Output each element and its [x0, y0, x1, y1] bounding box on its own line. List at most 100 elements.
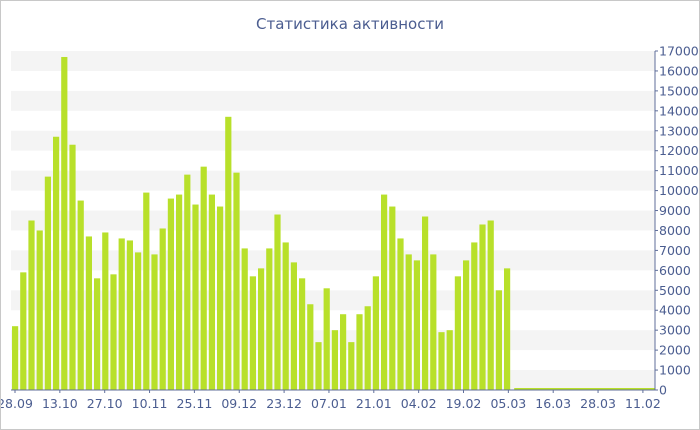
bar — [405, 254, 412, 390]
bar — [430, 254, 437, 390]
bar — [331, 330, 338, 390]
bar — [44, 176, 51, 390]
bar — [159, 228, 166, 390]
y-tick-label: 5000 — [659, 283, 691, 298]
bar — [249, 276, 256, 390]
bar — [28, 220, 35, 390]
bar — [176, 194, 183, 390]
bar — [307, 304, 314, 390]
bar — [233, 172, 240, 390]
grid-band — [11, 210, 655, 231]
bar — [126, 240, 133, 390]
bar — [102, 232, 109, 390]
bar — [495, 290, 502, 390]
grid-band — [11, 130, 655, 151]
bar — [12, 326, 19, 390]
bar — [438, 332, 445, 390]
y-tick-label: 11000 — [659, 163, 699, 178]
bar — [192, 204, 199, 390]
bar — [323, 288, 330, 390]
y-tick-label: 17000 — [659, 44, 699, 59]
bar — [471, 242, 478, 390]
y-tick-label: 12000 — [659, 143, 699, 158]
baseline-strip — [514, 388, 655, 390]
y-tick-label: 13000 — [659, 123, 699, 138]
bar — [454, 276, 461, 390]
bar — [241, 248, 248, 390]
y-tick-label: 15000 — [659, 83, 699, 98]
bar — [143, 192, 150, 390]
x-tick-label: 09.12 — [221, 396, 257, 411]
y-tick-label: 9000 — [659, 203, 691, 218]
x-tick-label: 21.01 — [356, 396, 392, 411]
bar — [69, 144, 76, 390]
x-tick-label: 23.12 — [266, 396, 302, 411]
bar — [200, 166, 207, 390]
bar — [118, 238, 125, 390]
bar — [381, 194, 388, 390]
y-tick-label: 7000 — [659, 243, 691, 258]
y-tick-label: 14000 — [659, 103, 699, 118]
bar — [225, 116, 232, 391]
y-tick-label: 16000 — [659, 63, 699, 78]
bar — [53, 136, 60, 390]
y-tick-label: 2000 — [659, 343, 691, 358]
bar — [94, 278, 101, 390]
bar — [413, 260, 420, 390]
bar — [36, 230, 43, 390]
x-tick-label: 10.11 — [132, 396, 168, 411]
bar — [208, 194, 215, 390]
bar — [217, 206, 224, 390]
bar — [266, 248, 273, 390]
x-tick-label: 19.02 — [446, 396, 482, 411]
bar — [299, 278, 306, 390]
y-tick-label: 4000 — [659, 303, 691, 318]
bar — [290, 262, 297, 390]
x-tick-label: 27.10 — [87, 396, 123, 411]
bar — [389, 206, 396, 390]
bar — [151, 254, 158, 390]
bar — [364, 306, 371, 390]
x-tick-label: 16.03 — [535, 396, 571, 411]
bar — [446, 330, 453, 390]
x-tick-label: 28.09 — [1, 396, 33, 411]
bar — [274, 214, 281, 390]
grid-band — [11, 90, 655, 111]
grid-band — [11, 51, 655, 71]
bar — [77, 200, 84, 390]
bar — [282, 242, 289, 390]
x-tick-label: 11.02 — [625, 396, 661, 411]
grid-band — [11, 170, 655, 191]
bar — [110, 274, 117, 390]
bars — [12, 56, 655, 391]
bar — [135, 252, 142, 390]
bar — [85, 236, 92, 390]
y-tick-label: 3000 — [659, 323, 691, 338]
bar — [463, 260, 470, 390]
bar — [167, 198, 174, 390]
y-tick-label: 8000 — [659, 223, 691, 238]
bar — [258, 268, 265, 390]
x-tick-label: 13.10 — [42, 396, 78, 411]
bar — [315, 342, 322, 390]
chart-title: Статистика активности — [256, 15, 444, 33]
y-tick-label: 10000 — [659, 183, 699, 198]
axes — [11, 50, 658, 393]
bar — [61, 56, 68, 390]
y-tick-label: 1000 — [659, 363, 691, 378]
x-tick-label: 07.01 — [311, 396, 347, 411]
bar — [184, 174, 191, 390]
bar — [356, 314, 363, 390]
bar — [340, 314, 347, 390]
bar — [479, 224, 486, 390]
bar — [487, 220, 494, 390]
x-tick-label: 25.11 — [177, 396, 213, 411]
y-tick-label: 6000 — [659, 263, 691, 278]
bar — [504, 268, 511, 390]
bar — [372, 276, 379, 390]
bar — [348, 342, 355, 390]
bar — [20, 272, 27, 390]
bar — [422, 216, 429, 390]
